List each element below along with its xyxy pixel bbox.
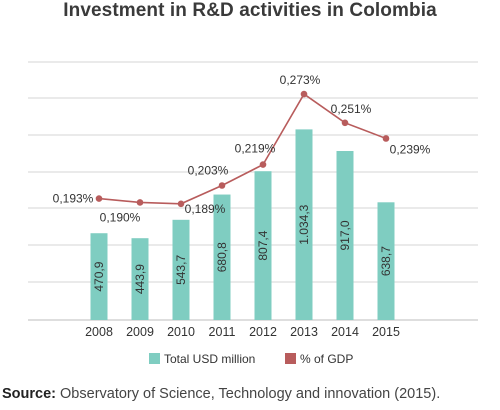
gdp-point (95, 195, 103, 202)
gdp-value-label: 0,203% (188, 163, 229, 177)
x-tick-label: 2014 (331, 325, 359, 339)
bar-value-label: 1.034,3 (297, 204, 311, 244)
bar-value-label: 443,9 (133, 264, 147, 294)
bar (336, 151, 354, 320)
gdp-value-label: 0,251% (331, 102, 372, 116)
legend-swatch-bar (149, 353, 160, 364)
gdp-value-label: 0,273% (280, 73, 321, 87)
source-label: Source: (2, 386, 56, 402)
line-series: 0,193% 0,190% 0,189% 0,203% 0,219% 0,273% 0,25… (53, 73, 431, 224)
bar (90, 233, 108, 320)
source-text: Observatory of Science, Technology and i… (60, 386, 441, 402)
gdp-value-label: 0,189% (185, 202, 226, 216)
gdp-point (177, 200, 185, 208)
x-axis-ticks: 2008 2009 2010 2011 2012 2013 2014 2015 (85, 325, 400, 339)
gdp-value-label: 0,190% (100, 210, 141, 224)
bar (131, 238, 149, 320)
bar-value-label: 807,4 (256, 230, 270, 260)
gdp-line (98, 92, 387, 205)
bar-series: 470,9 443,9 543,7 680,8 807,4 1.034,3 917,0 638… (90, 129, 395, 320)
bar-value-label: 680,8 (215, 242, 229, 272)
gdp-point (382, 135, 390, 142)
legend-label-line: % of GDP (300, 352, 353, 366)
x-tick-label: 2008 (85, 325, 113, 339)
gdp-point (136, 199, 144, 206)
bar-value-label: 917,0 (338, 220, 352, 250)
chart: 470,9 443,9 543,7 680,8 807,4 1.034,3 917,0 638… (28, 61, 478, 366)
gdp-point (300, 90, 308, 98)
x-tick-label: 2012 (249, 325, 277, 339)
legend: Total USD million % of GDP (149, 352, 353, 366)
bar-value-label: 470,9 (92, 261, 106, 291)
gdp-point (259, 161, 267, 168)
x-tick-label: 2015 (372, 325, 400, 339)
gdp-value-label: 0,239% (390, 142, 431, 156)
legend-swatch-line (285, 353, 296, 364)
source-note: Source: Observatory of Science, Technolo… (2, 386, 440, 402)
bar-value-label: 638,7 (379, 246, 393, 276)
x-tick-label: 2009 (126, 325, 154, 339)
bar-value-label: 543,7 (174, 255, 188, 285)
x-tick-label: 2013 (290, 325, 318, 339)
gdp-value-label: 0,219% (235, 142, 276, 156)
gdp-point (218, 182, 226, 189)
legend-label-bar: Total USD million (164, 352, 255, 366)
bar (295, 129, 313, 320)
gdp-value-label: 0,193% (53, 192, 94, 206)
chart-title: Investment in R&D activities in Colombia (63, 0, 437, 21)
gdp-point (341, 119, 349, 127)
bar (172, 219, 190, 320)
bar (377, 202, 395, 320)
bar (254, 171, 272, 320)
x-tick-label: 2011 (209, 325, 236, 339)
bar (213, 194, 231, 320)
x-tick-label: 2010 (167, 325, 195, 339)
